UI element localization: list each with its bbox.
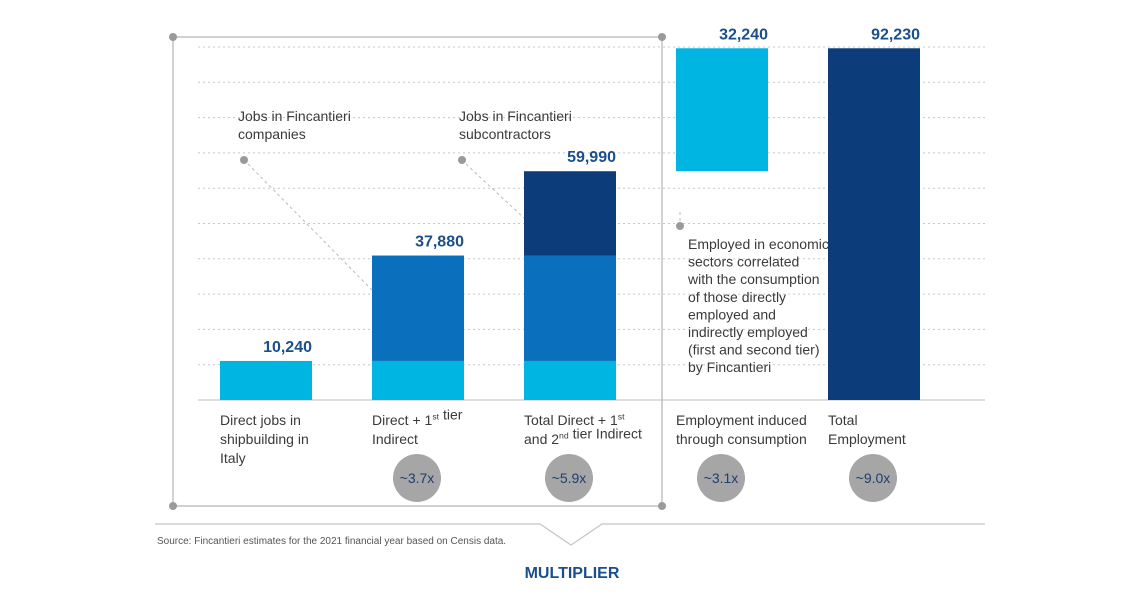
category-label: Total Direct + 1st xyxy=(524,411,625,428)
category-label: Italy xyxy=(220,450,246,466)
annotation-fincantieri-subcontractors: Jobs in Fincantieri xyxy=(459,108,572,124)
annotation-induced-employment: (first and second tier) xyxy=(688,342,820,358)
multiplier-label: ~9.0x xyxy=(856,470,891,486)
bar-2-segment-2 xyxy=(372,255,464,361)
bar-group-4 xyxy=(676,48,768,172)
bar-4-segment-1 xyxy=(676,48,768,172)
multiplier-label: ~3.1x xyxy=(704,470,739,486)
bar-value-label: 59,990 xyxy=(567,149,616,166)
bar-value-label: 37,880 xyxy=(415,234,464,251)
bar-value-label: 10,240 xyxy=(263,339,312,356)
multiplier-label: ~5.9x xyxy=(552,470,587,486)
multiplier-bubble xyxy=(393,454,441,502)
multiplier-bubble xyxy=(849,454,897,502)
bar-3-segment-3 xyxy=(524,171,616,256)
category-label: and 2nd tier Indirect xyxy=(524,425,642,447)
multiplier-caption: MULTIPLIER xyxy=(525,565,620,582)
annotation-induced-employment: with the consumption xyxy=(687,271,820,287)
annotation-dot xyxy=(240,156,248,164)
multiplier-bracket xyxy=(169,33,666,510)
bar-group-5 xyxy=(828,48,920,400)
annotation-induced-employment: sectors correlated xyxy=(688,254,799,270)
bar-group-1 xyxy=(220,360,312,400)
annotation-leader-line xyxy=(247,163,373,291)
bottom-rule xyxy=(155,523,985,546)
bracket-corner-dot xyxy=(169,502,177,510)
annotation-dot xyxy=(458,156,466,164)
category-label: Indirect xyxy=(372,431,418,447)
bracket-corner-dot xyxy=(658,502,666,510)
multiplier-bubble xyxy=(545,454,593,502)
annotation-induced-employment: by Fincantieri xyxy=(688,359,771,375)
bar-5-segment-1 xyxy=(828,48,920,400)
bracket-corner-dot xyxy=(658,33,666,41)
category-label: shipbuilding in xyxy=(220,431,309,447)
category-label: Total xyxy=(828,412,858,428)
category-label: Direct jobs in xyxy=(220,412,301,428)
category-label: through consumption xyxy=(676,431,807,447)
bar-value-label: 32,240 xyxy=(719,26,768,43)
annotation-fincantieri-subcontractors: subcontractors xyxy=(459,126,551,142)
bar-value-label: 92,230 xyxy=(871,26,920,43)
annotation-fincantieri-companies: Jobs in Fincantieri xyxy=(238,108,351,124)
category-label: Employment induced xyxy=(676,412,807,428)
category-label: Direct + 1st tier xyxy=(372,406,463,428)
annotation-induced-employment: employed and xyxy=(688,306,776,322)
bar-1-segment-1 xyxy=(220,360,312,400)
category-label: Employment xyxy=(828,431,906,447)
bar-group-2 xyxy=(372,255,464,400)
annotation-leader-line xyxy=(465,163,525,219)
annotation-dot xyxy=(676,222,684,230)
multiplier-label: ~3.7x xyxy=(400,470,435,486)
bar-2-segment-1 xyxy=(372,360,464,400)
annotation-induced-employment: indirectly employed xyxy=(688,324,808,340)
annotation-fincantieri-companies: companies xyxy=(238,126,306,142)
annotation-induced-employment: of those directly xyxy=(688,289,786,305)
bar-3-segment-2 xyxy=(524,255,616,361)
multiplier-bubble xyxy=(697,454,745,502)
bar-3-segment-1 xyxy=(524,360,616,400)
source-note: Source: Fincantieri estimates for the 20… xyxy=(157,536,506,547)
annotation-induced-employment: Employed in economic xyxy=(688,236,829,252)
bracket-corner-dot xyxy=(169,33,177,41)
bar-group-3 xyxy=(524,171,616,400)
